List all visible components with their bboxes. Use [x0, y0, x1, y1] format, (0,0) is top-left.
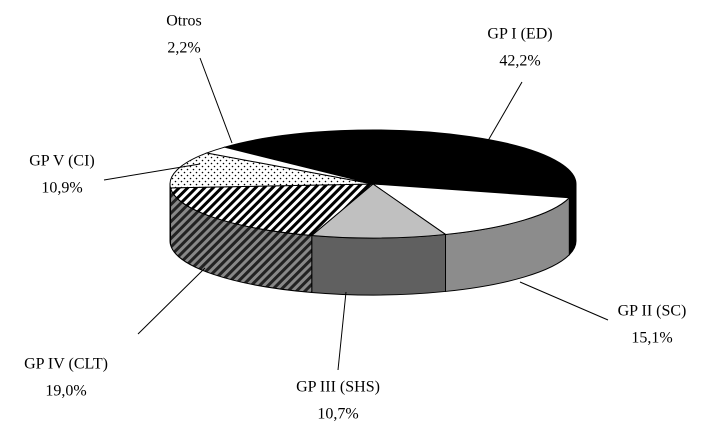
leader-line — [477, 81, 523, 159]
slice-side — [311, 233, 447, 296]
leader-line — [199, 57, 233, 144]
slice-value: 10,7% — [317, 406, 358, 423]
leader-line — [103, 163, 201, 181]
leader-line — [519, 281, 609, 321]
slice-value: 15,1% — [631, 330, 672, 347]
slice-label: GP II (SC) — [618, 303, 687, 320]
slice-value: 19,0% — [45, 383, 86, 400]
slice-value: 10,9% — [41, 180, 82, 197]
slice-top — [371, 183, 571, 235]
slice-top — [310, 183, 447, 239]
slice-value: 2,2% — [167, 40, 200, 57]
slice-label: GP IV (CLT) — [24, 356, 108, 373]
slice-side — [169, 183, 172, 246]
labels: GP I (ED) 42,2% GP II (SC) 15,1% GP III (SHS… — [24, 13, 686, 423]
leader-line — [137, 267, 206, 335]
leader-line — [337, 291, 347, 371]
pie — [169, 129, 577, 296]
slice-label: GP V (CI) — [29, 153, 95, 170]
slice-top — [205, 146, 374, 185]
slice-value: 42,2% — [499, 53, 540, 70]
slice-top — [222, 129, 577, 199]
slice-top — [169, 152, 374, 189]
slice-top — [169, 183, 375, 237]
slice-label: GP I (ED) — [487, 26, 552, 43]
slice-label: GP III (SHS) — [296, 379, 380, 396]
slice-label: Otros — [166, 13, 202, 30]
